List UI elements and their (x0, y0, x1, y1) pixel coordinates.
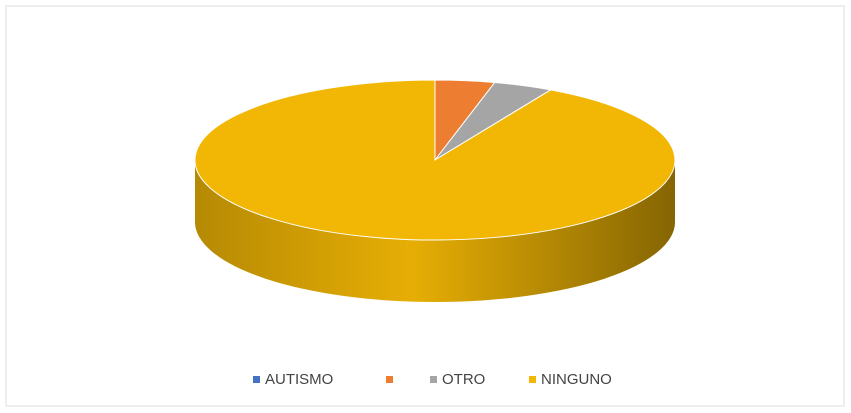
legend-swatch (386, 376, 393, 383)
legend-swatch (529, 376, 536, 383)
legend-label: AUTISMO (265, 371, 333, 388)
legend-label: OTRO (442, 371, 485, 388)
legend-swatch (430, 376, 437, 383)
pie-side-shade (195, 160, 675, 302)
legend-label: NINGUNO (541, 371, 612, 388)
pie-slice (194, 79, 676, 241)
legend-swatch (253, 376, 260, 383)
